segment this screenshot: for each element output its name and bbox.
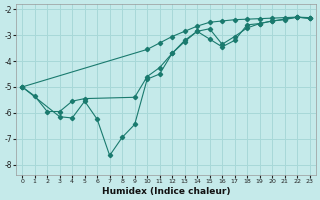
X-axis label: Humidex (Indice chaleur): Humidex (Indice chaleur) (102, 187, 230, 196)
